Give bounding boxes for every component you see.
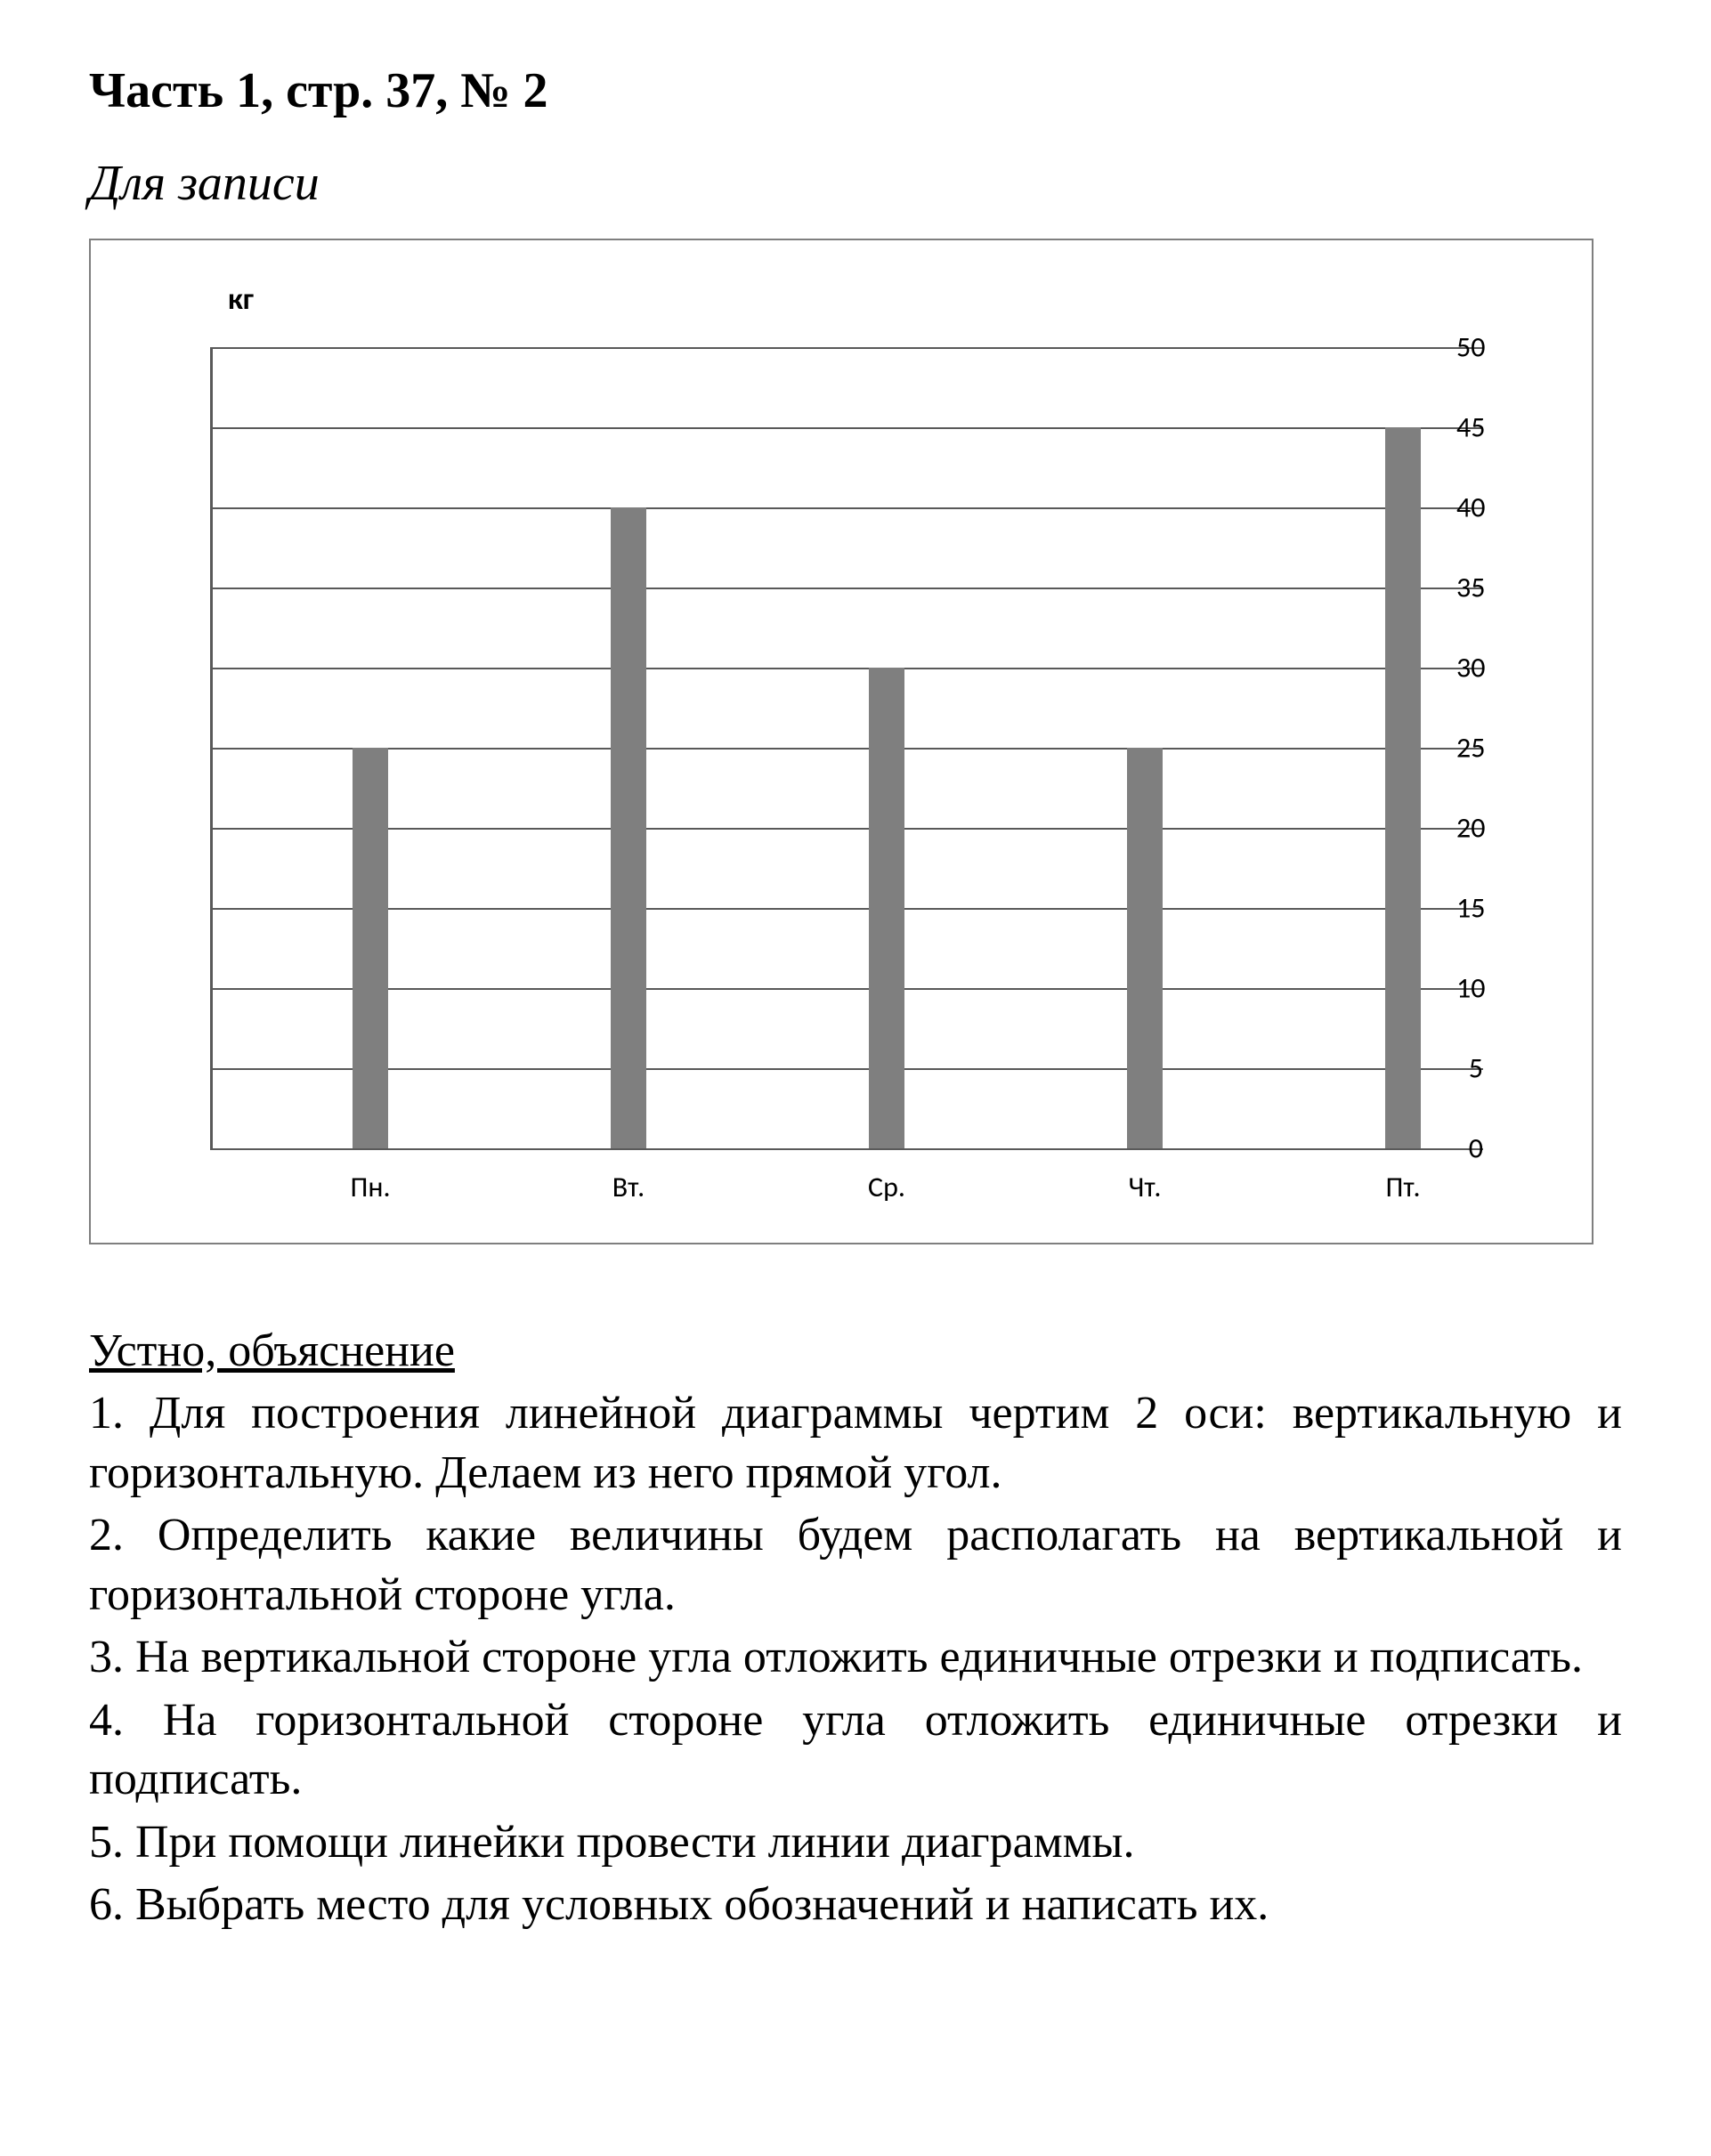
gridline	[210, 748, 1483, 750]
gridline	[210, 1068, 1483, 1070]
page-subtitle: Для записи	[89, 155, 1622, 212]
y-axis-unit-label: кг	[228, 281, 254, 318]
y-tick-label: 15	[1456, 891, 1483, 926]
gridline	[210, 828, 1483, 830]
gridline	[210, 427, 1483, 429]
y-tick-label: 45	[1456, 410, 1483, 445]
y-tick-label: 10	[1456, 971, 1483, 1006]
x-tick-label: Пт.	[1385, 1170, 1420, 1204]
gridline	[210, 668, 1483, 669]
page-root: Часть 1, стр. 37, № 2 Для записи кг 0 5 10…	[0, 0, 1711, 2156]
gridline	[210, 908, 1483, 910]
bar	[869, 668, 904, 1148]
explanation-item: 3. На вертикальной стороне угла отложить…	[89, 1628, 1622, 1688]
bar-chart: кг 0 5 10 15 20 25 30 35 40 45 50 Пн. Вт. Ср. Чт. Пт.	[89, 239, 1593, 1244]
explanation-item: 4. На горизонтальной стороне угла отложи…	[89, 1691, 1622, 1810]
gridline	[210, 347, 1483, 349]
x-tick-label: Ср.	[868, 1170, 905, 1204]
x-tick-label: Пн.	[350, 1170, 390, 1204]
explanation-item: 6. Выбрать место для условных обозначени…	[89, 1876, 1622, 1935]
gridline	[210, 588, 1483, 589]
plot-area: 05101520253035404550Пн.Вт.Ср.Чт.Пт.	[178, 347, 1483, 1148]
y-tick-label: 20	[1456, 811, 1483, 846]
gridline	[210, 988, 1483, 990]
y-tick-label: 50	[1456, 330, 1483, 365]
gridline	[210, 1148, 1483, 1150]
y-tick-label: 35	[1456, 571, 1483, 605]
gridline	[210, 507, 1483, 509]
bar	[611, 507, 646, 1148]
explanation-item: 5. При помощи линейки провести линии диа…	[89, 1813, 1622, 1873]
y-tick-label: 0	[1456, 1131, 1483, 1166]
x-tick-label: Чт.	[1129, 1170, 1162, 1204]
explanation-item: 1. Для построения линейной диаграммы чер…	[89, 1384, 1622, 1503]
y-tick-label: 25	[1456, 731, 1483, 766]
y-tick-label: 5	[1456, 1051, 1483, 1086]
explanation-list: 1. Для построения линейной диаграммы чер…	[89, 1384, 1622, 1935]
y-tick-label: 30	[1456, 651, 1483, 685]
bar	[1127, 748, 1163, 1148]
bar	[353, 748, 388, 1148]
explanation-item: 2. Определить какие величины будем распо…	[89, 1506, 1622, 1625]
page-title: Часть 1, стр. 37, № 2	[89, 62, 1622, 119]
bar	[1385, 427, 1421, 1148]
x-tick-label: Вт.	[612, 1170, 645, 1204]
explanation-title: Устно, объяснение	[89, 1325, 1622, 1377]
y-tick-label: 40	[1456, 490, 1483, 525]
